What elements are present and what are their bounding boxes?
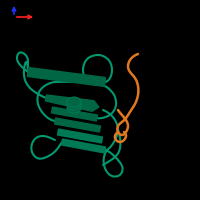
Polygon shape — [57, 129, 103, 143]
Ellipse shape — [67, 97, 81, 107]
Polygon shape — [45, 95, 99, 111]
Polygon shape — [54, 118, 101, 132]
Polygon shape — [61, 139, 106, 153]
Polygon shape — [27, 68, 106, 86]
Ellipse shape — [67, 100, 81, 110]
Polygon shape — [51, 107, 98, 121]
Ellipse shape — [67, 103, 81, 113]
